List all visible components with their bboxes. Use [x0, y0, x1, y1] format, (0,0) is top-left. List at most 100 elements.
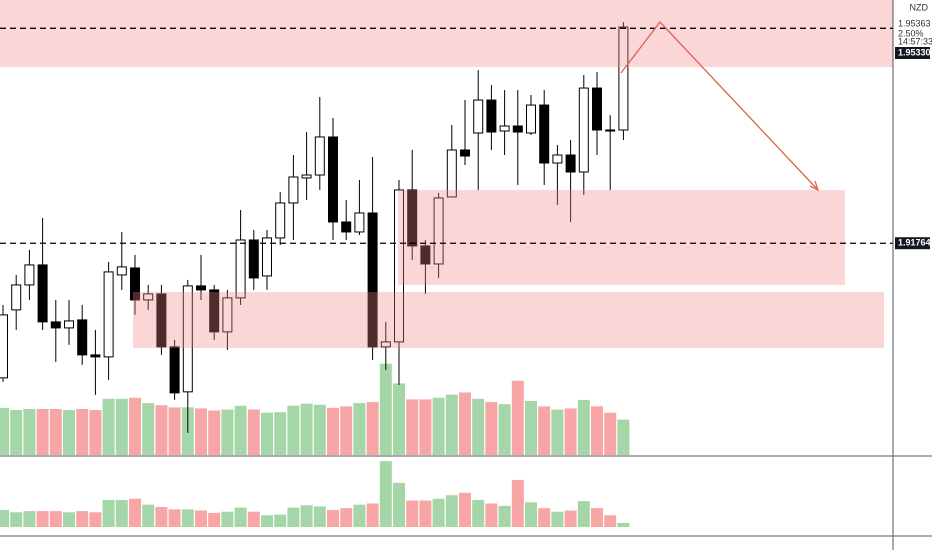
volume-bar	[511, 479, 524, 527]
candle-body	[196, 285, 206, 291]
arrow-head	[809, 180, 820, 192]
candle-body	[499, 125, 510, 132]
candle-body	[526, 104, 536, 134]
volume-bar	[49, 408, 62, 455]
candle-body	[552, 154, 563, 164]
candle-body	[288, 176, 299, 204]
volume-bar	[300, 403, 313, 455]
candle-body	[341, 221, 352, 233]
candle-body	[130, 267, 140, 301]
zone	[133, 292, 884, 348]
volume-bar	[379, 363, 392, 455]
candle-body	[301, 174, 312, 179]
candle-body	[407, 189, 418, 247]
candle-body	[539, 104, 550, 164]
volume-bar	[564, 510, 577, 527]
volume-bar	[353, 504, 366, 527]
volume-bar	[10, 410, 23, 455]
level-label: 1.91764	[898, 238, 931, 248]
candle-body	[37, 264, 48, 323]
candle-body	[24, 264, 35, 286]
volume-bar	[155, 405, 168, 455]
volume-bar	[327, 509, 339, 527]
volume-bar	[445, 495, 458, 527]
volume-bar	[472, 499, 485, 527]
volume-bar	[195, 408, 207, 455]
volume-bar	[142, 403, 155, 455]
volume-bar	[604, 412, 617, 455]
volume-bar	[274, 514, 287, 527]
candle-body	[565, 154, 576, 173]
volume-bar	[577, 399, 590, 455]
candle-body	[380, 341, 391, 348]
volume-bar	[261, 412, 273, 455]
volume-bar	[313, 506, 326, 527]
volume-bar	[36, 408, 49, 455]
volume-bar	[300, 505, 313, 527]
candle-body	[50, 321, 61, 329]
candle-body	[0, 314, 8, 379]
volume-bar	[234, 405, 247, 455]
volume-bar	[472, 398, 485, 455]
volume-bar	[366, 503, 379, 527]
volume-bar	[142, 504, 155, 527]
volume-bar	[129, 397, 141, 455]
candle-body	[420, 245, 431, 265]
candle-body	[169, 346, 180, 394]
candle-body	[275, 202, 286, 239]
volume-bar	[538, 508, 551, 527]
volume-bar	[115, 499, 128, 527]
last-price-label: 1.95363	[898, 19, 931, 29]
volume-bar	[76, 408, 89, 455]
candle-body	[394, 189, 404, 343]
volume-bar	[63, 512, 75, 527]
volume-bar	[313, 404, 326, 455]
candle-body	[235, 239, 246, 299]
candle-body	[433, 197, 444, 265]
volume-bar	[49, 511, 62, 527]
volume-bar	[274, 412, 287, 455]
volume-bar	[63, 410, 75, 455]
volume-bar	[459, 392, 471, 455]
candle-body	[592, 87, 602, 131]
candle-body	[314, 136, 325, 176]
volume-bar	[538, 406, 551, 455]
volume-bar	[23, 408, 36, 455]
candle-body	[486, 99, 497, 133]
volume-bar	[353, 403, 366, 455]
countdown: 14:57:33	[898, 36, 932, 46]
volume-bar	[551, 511, 564, 527]
volume-bar	[168, 407, 181, 455]
volume-bar	[195, 510, 207, 527]
candle-body	[328, 136, 338, 223]
volume-bar	[76, 511, 89, 527]
candle-body	[354, 212, 365, 233]
candle-body	[605, 129, 616, 132]
volume-bar	[221, 409, 234, 455]
change: 2.50%	[898, 28, 924, 38]
candle-body	[103, 271, 114, 358]
level-box	[895, 47, 930, 59]
volume-bar	[221, 511, 234, 527]
volume-bar	[445, 394, 458, 455]
volume-bar	[577, 501, 590, 527]
candle-body	[209, 289, 220, 333]
volume-bar	[340, 406, 353, 455]
volume-bar	[340, 508, 353, 527]
arrow-line	[620, 20, 819, 191]
volume-bar	[247, 409, 260, 455]
volume-bar	[10, 512, 23, 527]
volume-bar	[406, 399, 419, 455]
volume-bar	[181, 509, 194, 527]
volume-bar	[604, 515, 617, 527]
price-axis	[893, 0, 932, 550]
candle-body	[64, 320, 74, 329]
marks	[0, 22, 630, 527]
volume-bar	[393, 482, 405, 527]
volume-bar	[379, 461, 392, 527]
candle-body	[90, 354, 101, 358]
candle-body	[512, 125, 523, 133]
volume-bar	[525, 400, 537, 455]
candle-body	[262, 237, 272, 277]
